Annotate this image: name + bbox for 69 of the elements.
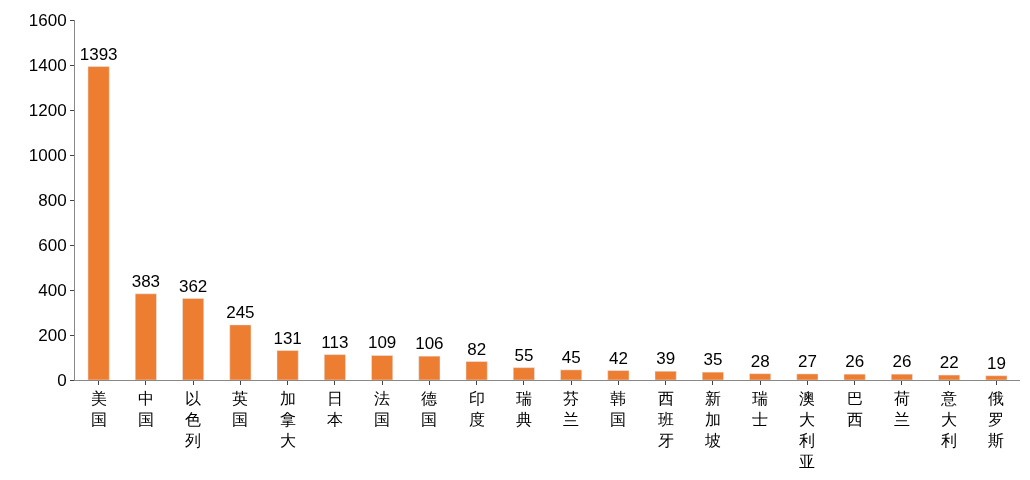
x-tick-label: 瑞典 xyxy=(515,390,532,428)
y-tick-label: 1600 xyxy=(28,10,67,30)
data-label: 28 xyxy=(750,351,770,371)
bar xyxy=(87,66,110,380)
x-tick-label: 印度 xyxy=(468,390,485,428)
y-tick-label: 1200 xyxy=(28,100,67,120)
y-tick-label: 800 xyxy=(38,190,67,210)
x-tick-label: 意大利 xyxy=(940,390,958,449)
data-label: 362 xyxy=(178,276,208,296)
data-label: 109 xyxy=(367,333,397,353)
data-label: 27 xyxy=(797,351,817,371)
bar xyxy=(890,373,913,380)
data-label: 106 xyxy=(415,334,444,354)
bar xyxy=(843,373,866,380)
x-tick-label: 德国 xyxy=(421,390,438,428)
data-label: 55 xyxy=(514,345,534,365)
bar xyxy=(985,375,1008,380)
x-tick-label: 荷兰 xyxy=(893,390,910,428)
data-label: 42 xyxy=(608,348,628,368)
bar xyxy=(182,298,205,380)
bar xyxy=(134,293,157,380)
x-tick-label: 俄罗斯 xyxy=(988,390,1005,449)
x-tick-label: 日本 xyxy=(326,390,343,428)
x-tick-label: 中国 xyxy=(137,390,154,428)
data-label: 383 xyxy=(131,271,161,291)
bar xyxy=(607,370,630,380)
bar xyxy=(371,355,394,380)
data-label: 45 xyxy=(561,347,581,367)
data-label: 1393 xyxy=(79,44,118,64)
x-tick-label: 英国 xyxy=(232,390,249,428)
data-label: 26 xyxy=(892,352,912,372)
x-tick-label: 澳大利亚 xyxy=(799,390,816,470)
bar xyxy=(512,367,535,380)
data-label: 22 xyxy=(939,353,959,373)
data-label: 39 xyxy=(656,349,676,369)
x-tick-label: 以色列 xyxy=(185,390,202,449)
y-tick-label: 0 xyxy=(57,370,67,390)
x-tick-label: 瑞士 xyxy=(752,390,769,428)
bar xyxy=(229,324,252,380)
bar xyxy=(938,374,961,380)
x-tick-label: 西班牙 xyxy=(657,390,674,449)
data-label: 35 xyxy=(703,350,723,370)
data-label: 131 xyxy=(273,328,302,348)
y-tick-label: 1000 xyxy=(28,145,67,165)
y-tick-label: 1400 xyxy=(28,55,67,75)
data-label: 113 xyxy=(321,332,349,352)
bar xyxy=(465,361,488,380)
x-tick-label: 韩国 xyxy=(610,390,627,428)
x-tick-label: 巴西 xyxy=(846,390,863,428)
bar xyxy=(654,370,677,380)
y-tick-label: 200 xyxy=(38,325,67,345)
x-tick-label: 芬兰 xyxy=(563,390,580,428)
bar xyxy=(323,354,346,380)
x-tick-label: 美国 xyxy=(90,390,107,428)
data-label: 82 xyxy=(467,339,487,359)
bar xyxy=(418,355,441,380)
x-tick-label: 加拿大 xyxy=(279,390,296,449)
data-label: 19 xyxy=(986,353,1006,373)
bar xyxy=(276,350,299,380)
data-label: 26 xyxy=(845,352,865,372)
data-label: 245 xyxy=(226,302,255,322)
y-tick-label: 600 xyxy=(38,235,67,255)
bar xyxy=(749,373,772,380)
bar xyxy=(796,373,819,380)
bar xyxy=(701,371,724,380)
x-tick-label: 新加坡 xyxy=(703,390,721,449)
x-tick-label: 法国 xyxy=(374,390,391,428)
bar xyxy=(560,369,583,380)
y-tick-label: 400 xyxy=(38,280,67,300)
